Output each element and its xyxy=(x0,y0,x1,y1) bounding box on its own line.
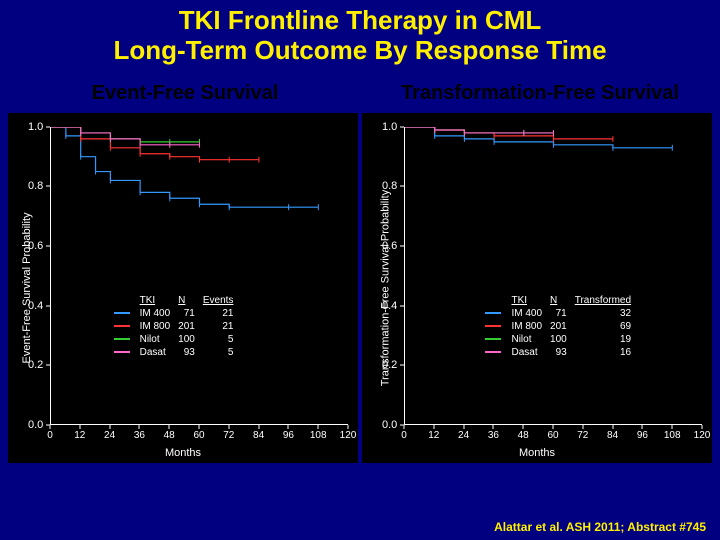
xtick xyxy=(463,425,464,429)
xtick xyxy=(318,425,319,429)
ytick-label: 0.2 xyxy=(382,359,397,371)
xtick xyxy=(493,425,494,429)
ytick-label: 0.4 xyxy=(382,300,397,312)
ytick-label: 1.0 xyxy=(382,121,397,133)
right-plot-area xyxy=(404,127,702,425)
xtick-label: 108 xyxy=(310,430,327,441)
legend: TKINTransformedIM 4007132IM 80020169Nilo… xyxy=(481,294,635,359)
ytick-label: 0.0 xyxy=(382,419,397,431)
xtick-label: 36 xyxy=(488,430,499,441)
ytick xyxy=(46,126,50,127)
right-ylabel: Transformation-Free Survival Probability xyxy=(380,190,392,386)
xtick-label: 84 xyxy=(253,430,264,441)
xtick-label: 60 xyxy=(193,430,204,441)
charts-row: Event-Free Survival Probability Months 0… xyxy=(0,113,720,463)
ytick-label: 0.8 xyxy=(382,180,397,192)
km-line xyxy=(405,127,554,133)
xtick-label: 84 xyxy=(607,430,618,441)
citation: Alattar et al. ASH 2011; Abstract #745 xyxy=(494,520,706,534)
xtick-label: 0 xyxy=(47,430,53,441)
xtick-label: 48 xyxy=(518,430,529,441)
ytick xyxy=(46,365,50,366)
ytick xyxy=(400,186,404,187)
xtick xyxy=(553,425,554,429)
xtick-label: 48 xyxy=(164,430,175,441)
km-line xyxy=(51,127,200,142)
ytick xyxy=(400,365,404,366)
xtick xyxy=(50,425,51,429)
xtick-label: 12 xyxy=(74,430,85,441)
ytick-label: 0.2 xyxy=(28,359,43,371)
ytick xyxy=(400,126,404,127)
xtick xyxy=(288,425,289,429)
ytick xyxy=(46,305,50,306)
xtick-label: 72 xyxy=(577,430,588,441)
xtick xyxy=(109,425,110,429)
ytick xyxy=(46,186,50,187)
ytick-label: 0.6 xyxy=(382,240,397,252)
km-line xyxy=(51,127,259,160)
xtick-label: 12 xyxy=(428,430,439,441)
ytick-label: 0.8 xyxy=(28,180,43,192)
xtick-label: 108 xyxy=(664,430,681,441)
xtick-label: 120 xyxy=(340,430,357,441)
left-chart-subtitle: Event-Free Survival xyxy=(0,82,360,105)
xtick xyxy=(702,425,703,429)
left-plot-area xyxy=(50,127,348,425)
event-free-survival-chart: Event-Free Survival Probability Months 0… xyxy=(8,113,358,463)
xtick xyxy=(642,425,643,429)
xtick xyxy=(404,425,405,429)
xtick-label: 72 xyxy=(223,430,234,441)
ytick-label: 0.0 xyxy=(28,419,43,431)
xtick xyxy=(79,425,80,429)
title-line-2: Long-Term Outcome By Response Time xyxy=(20,36,700,66)
xtick xyxy=(169,425,170,429)
xtick-label: 120 xyxy=(694,430,711,441)
xtick xyxy=(139,425,140,429)
transformation-free-survival-chart: Transformation-Free Survival Probability… xyxy=(362,113,712,463)
ytick-label: 1.0 xyxy=(28,121,43,133)
ytick-label: 0.4 xyxy=(28,300,43,312)
xtick xyxy=(258,425,259,429)
slide-title: TKI Frontline Therapy in CML Long-Term O… xyxy=(0,0,720,68)
right-km-lines xyxy=(405,127,702,424)
xtick xyxy=(433,425,434,429)
xtick-label: 36 xyxy=(134,430,145,441)
right-xlabel: Months xyxy=(519,447,555,459)
xtick xyxy=(523,425,524,429)
ytick xyxy=(400,245,404,246)
ytick xyxy=(400,305,404,306)
title-line-1: TKI Frontline Therapy in CML xyxy=(20,6,700,36)
chart-subtitles: Event-Free Survival Transformation-Free … xyxy=(0,82,720,105)
xtick-label: 96 xyxy=(637,430,648,441)
km-line xyxy=(405,127,554,133)
xtick xyxy=(672,425,673,429)
xtick xyxy=(582,425,583,429)
left-ylabel: Event-Free Survival Probability xyxy=(21,212,33,363)
xtick-label: 60 xyxy=(547,430,558,441)
xtick-label: 96 xyxy=(283,430,294,441)
xtick xyxy=(228,425,229,429)
xtick xyxy=(348,425,349,429)
xtick xyxy=(612,425,613,429)
left-xlabel: Months xyxy=(165,447,201,459)
left-km-lines xyxy=(51,127,348,424)
xtick-label: 24 xyxy=(458,430,469,441)
legend: TKINEventsIM 4007121IM 80020121Nilot1005… xyxy=(110,294,238,359)
ytick-label: 0.6 xyxy=(28,240,43,252)
ytick xyxy=(46,245,50,246)
xtick-label: 24 xyxy=(104,430,115,441)
right-chart-subtitle: Transformation-Free Survival xyxy=(360,82,720,105)
xtick xyxy=(199,425,200,429)
xtick-label: 0 xyxy=(401,430,407,441)
